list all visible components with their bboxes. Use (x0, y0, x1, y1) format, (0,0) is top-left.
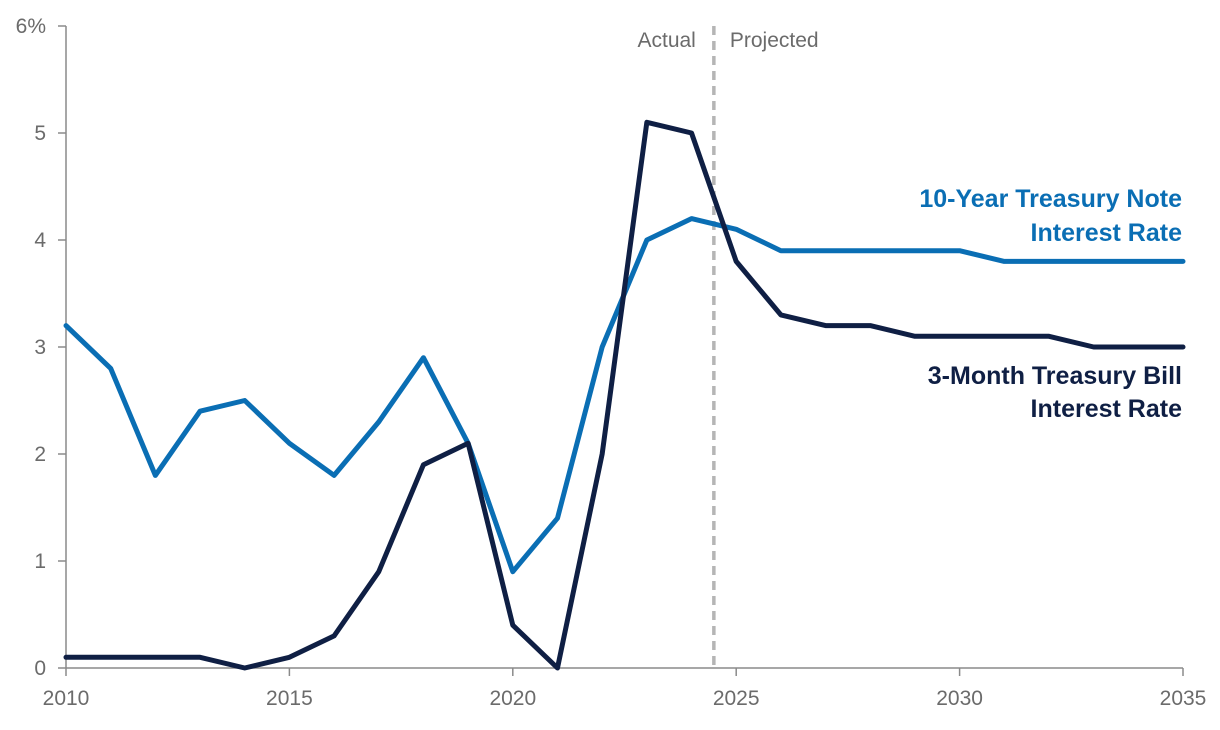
y-tick-label: 2 (34, 443, 46, 466)
series-label-1-line-1: 10-Year Treasury Note (919, 185, 1182, 213)
divider-layer: Actual Projected (637, 26, 819, 668)
y-tick-label: 5 (34, 122, 46, 145)
series-label-1-line-2: Interest Rate (1031, 219, 1183, 247)
actual-label: Actual (637, 29, 695, 52)
y-tick-label: 6% (16, 15, 46, 38)
x-tick-label: 2010 (43, 687, 90, 710)
y-tick-label: 1 (34, 550, 46, 573)
series-layer (63, 119, 1186, 671)
x-tick-label: 2015 (266, 687, 313, 710)
projected-label: Projected (730, 29, 819, 52)
series-line-2 (63, 119, 1186, 671)
x-tick-label: 2020 (489, 687, 536, 710)
x-tick-label: 2035 (1160, 687, 1207, 710)
y-tick-label: 4 (34, 229, 46, 252)
label-layer: 10-Year Treasury Note Interest Rate 3-Mont… (919, 185, 1182, 423)
series-label-2-line-2: Interest Rate (1031, 395, 1183, 423)
x-tick-label: 2030 (936, 687, 983, 710)
axes-layer: 0 1 2 3 4 5 6% 2010 2015 2020 2025 2030 2035 (16, 15, 1207, 710)
series-label-2-line-1: 3-Month Treasury Bill (928, 362, 1182, 390)
y-tick-label: 0 (34, 657, 46, 680)
x-tick-label: 2025 (713, 687, 760, 710)
y-tick-label: 3 (34, 336, 46, 359)
